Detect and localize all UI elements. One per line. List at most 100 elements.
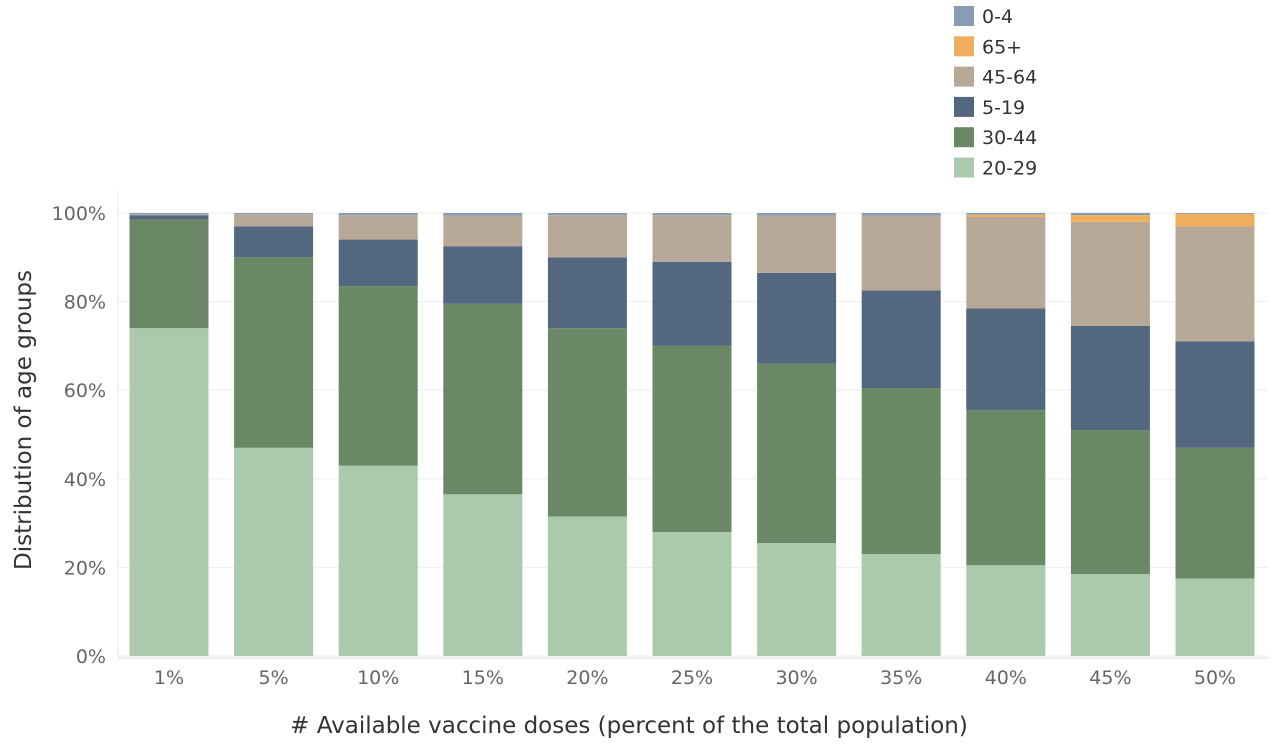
- y-tick-label: 40%: [64, 469, 106, 491]
- bar-segment-45-64[interactable]: [443, 215, 523, 247]
- bar-segment-45-64[interactable]: [129, 214, 209, 216]
- x-tick-label: 40%: [985, 667, 1027, 689]
- bar-segment-45-64[interactable]: [652, 215, 732, 262]
- bar-segment-5-19[interactable]: [547, 257, 627, 329]
- x-tick-label: 5%: [259, 667, 289, 689]
- legend-label: 5-19: [982, 97, 1025, 119]
- bar-segment-20-29[interactable]: [443, 494, 523, 656]
- bar-segment-5-19[interactable]: [1070, 325, 1150, 431]
- x-tick-label: 10%: [357, 667, 399, 689]
- bar-segment-45-64[interactable]: [861, 215, 941, 291]
- y-tick-label: 100%: [52, 203, 106, 225]
- bar-segment-0-4[interactable]: [234, 213, 314, 215]
- x-tick-label: 50%: [1194, 667, 1236, 689]
- bar-segment-0-4[interactable]: [861, 213, 941, 216]
- bar-segment-30-44[interactable]: [652, 345, 732, 532]
- bar-segment-0-4[interactable]: [443, 213, 523, 216]
- bar-segment-5-19[interactable]: [757, 272, 837, 364]
- bar-segment-30-44[interactable]: [861, 387, 941, 555]
- bar-segment-30-44[interactable]: [443, 303, 523, 495]
- bar-segment-65+[interactable]: [966, 214, 1046, 217]
- legend-swatch: [954, 36, 974, 57]
- bar-segment-30-44[interactable]: [1175, 447, 1255, 579]
- x-axis-ticks: 1% 5% 10% 15% 20% 25% 30% 35% 40% 45% 50%: [154, 667, 1236, 689]
- bar-segment-0-4[interactable]: [757, 213, 837, 216]
- bar-segment-20-29[interactable]: [1175, 578, 1255, 656]
- legend-label: 45-64: [982, 67, 1037, 89]
- bar-segment-20-29[interactable]: [129, 328, 209, 656]
- bar-segment-45-64[interactable]: [1070, 221, 1150, 326]
- bar-segment-20-29[interactable]: [547, 516, 627, 656]
- bar-segment-45-64[interactable]: [547, 215, 627, 258]
- bar-segment-20-29[interactable]: [234, 447, 314, 656]
- x-axis-title: # Available vaccine doses (percent of th…: [290, 713, 968, 739]
- bars: [129, 213, 1255, 656]
- bar-segment-0-4[interactable]: [966, 213, 1046, 215]
- legend-item-20-29[interactable]: 20-29: [954, 157, 1037, 180]
- bar-segment-65+[interactable]: [1175, 213, 1255, 227]
- y-tick-label: 20%: [64, 557, 106, 579]
- bar-segment-30-44[interactable]: [234, 257, 314, 448]
- bar-segment-0-4[interactable]: [1175, 213, 1255, 214]
- x-tick-label: 20%: [566, 667, 608, 689]
- bar-segment-5-19[interactable]: [1175, 341, 1255, 448]
- bar-segment-45-64[interactable]: [338, 215, 418, 240]
- bar-segment-5-19[interactable]: [234, 226, 314, 258]
- bar-segment-45-64[interactable]: [1175, 226, 1255, 342]
- y-tick-label: 0%: [76, 646, 106, 668]
- bar-segment-5-19[interactable]: [861, 290, 941, 388]
- x-tick-label: 45%: [1089, 667, 1131, 689]
- legend-label: 20-29: [982, 158, 1037, 180]
- x-tick-label: 35%: [880, 667, 922, 689]
- bar-segment-45-64[interactable]: [234, 214, 314, 227]
- bar-segment-30-44[interactable]: [129, 219, 209, 329]
- bar-segment-5-19[interactable]: [652, 261, 732, 346]
- bar-segment-45-64[interactable]: [757, 215, 837, 273]
- x-tick-label: 30%: [775, 667, 817, 689]
- bar-segment-20-29[interactable]: [652, 531, 732, 656]
- bar-segment-30-44[interactable]: [757, 363, 837, 544]
- y-axis-title: Distribution of age groups: [11, 270, 37, 570]
- legend-swatch: [954, 157, 974, 178]
- legend-item-5-19[interactable]: 5-19: [954, 96, 1025, 119]
- legend-swatch: [954, 66, 974, 87]
- y-axis-ticks: 0% 20% 40% 60% 80% 100%: [52, 203, 106, 668]
- bar-segment-20-29[interactable]: [861, 554, 941, 656]
- y-tick-label: 60%: [64, 380, 106, 402]
- bar-segment-5-19[interactable]: [443, 246, 523, 304]
- bar-segment-0-4[interactable]: [547, 213, 627, 216]
- bar-segment-0-4[interactable]: [338, 213, 418, 216]
- bar-segment-45-64[interactable]: [966, 216, 1046, 309]
- legend-swatch: [954, 96, 974, 117]
- bar-segment-0-4[interactable]: [652, 213, 732, 216]
- bar-segment-30-44[interactable]: [1070, 430, 1150, 575]
- legend-item-30-44[interactable]: 30-44: [954, 127, 1037, 149]
- bar-segment-5-19[interactable]: [338, 239, 418, 287]
- legend-label: 65+: [982, 36, 1022, 58]
- bar-segment-30-44[interactable]: [338, 286, 418, 466]
- bar-segment-0-4[interactable]: [129, 213, 209, 215]
- legend-item-45-64[interactable]: 45-64: [954, 66, 1037, 89]
- x-tick-label: 25%: [671, 667, 713, 689]
- bar-segment-20-29[interactable]: [757, 543, 837, 656]
- bar-segment-5-19[interactable]: [966, 308, 1046, 411]
- legend-label: 0-4: [982, 6, 1013, 28]
- x-tick-label: 1%: [154, 667, 184, 689]
- bar-segment-5-19[interactable]: [129, 215, 209, 220]
- bar-segment-20-29[interactable]: [1070, 574, 1150, 656]
- x-tick-label: 15%: [462, 667, 504, 689]
- legend-swatch: [954, 6, 974, 26]
- legend-label: 30-44: [982, 127, 1037, 149]
- legend-item-65+[interactable]: 65+: [954, 36, 1022, 58]
- bar-segment-0-4[interactable]: [1070, 213, 1150, 216]
- bar-segment-30-44[interactable]: [966, 410, 1046, 566]
- bar-segment-20-29[interactable]: [966, 565, 1046, 656]
- legend-swatch: [954, 127, 974, 148]
- bar-segment-30-44[interactable]: [547, 328, 627, 517]
- legend-item-0-4[interactable]: 0-4: [954, 6, 1013, 28]
- legend[interactable]: 0-4 65+ 45-64 5-19 30-44 20-29: [954, 6, 1037, 180]
- bar-segment-65+[interactable]: [1070, 215, 1150, 222]
- bar-segment-20-29[interactable]: [338, 465, 418, 656]
- y-tick-label: 80%: [64, 292, 106, 314]
